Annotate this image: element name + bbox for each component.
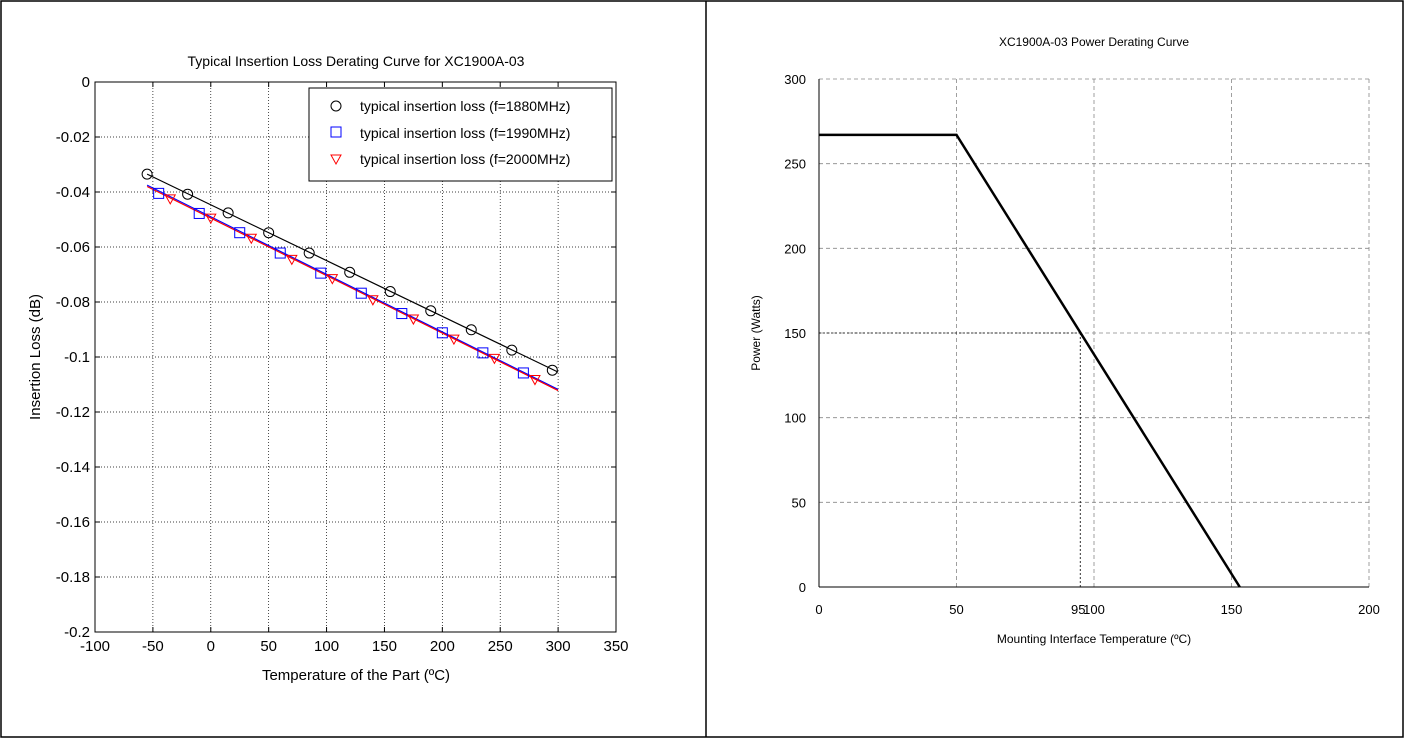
data-point-square bbox=[396, 308, 408, 320]
x-tick-label: 0 bbox=[815, 602, 822, 617]
data-point-triangle bbox=[285, 254, 298, 266]
data-point-circle bbox=[222, 207, 234, 219]
y-tick-label: 0 bbox=[799, 580, 806, 595]
x-axis-label: Temperature of the Part (ºC) bbox=[262, 667, 450, 684]
data-point-triangle bbox=[529, 375, 541, 386]
data-point-triangle bbox=[204, 213, 217, 225]
y-axis-label: Insertion Loss (dB) bbox=[27, 294, 44, 420]
y-tick-label: -0.18 bbox=[56, 569, 90, 586]
x-axis-label: Mounting Interface Temperature (ºC) bbox=[997, 632, 1191, 646]
data-point-circle bbox=[303, 247, 315, 259]
data-point-square bbox=[315, 267, 327, 279]
y-tick-label: 150 bbox=[784, 326, 806, 341]
data-point-square bbox=[436, 327, 448, 339]
legend-marker-circle bbox=[330, 100, 342, 112]
y-tick-label: -0.12 bbox=[56, 404, 90, 421]
fit-line bbox=[146, 173, 559, 373]
y-tick-label: 0 bbox=[82, 74, 90, 91]
x-tick-label: 300 bbox=[546, 638, 571, 655]
x-tick-label: 100 bbox=[1083, 602, 1105, 617]
data-point-circle bbox=[465, 324, 477, 336]
axis-ticks: 0 50 100 150 200 0 50 100 150 200 250 300 95 bbox=[784, 72, 1380, 617]
data-point-square bbox=[517, 367, 529, 379]
x-tick-label: 250 bbox=[488, 638, 513, 655]
y-tick-label: 300 bbox=[784, 72, 806, 87]
y-tick-label: 50 bbox=[792, 495, 806, 510]
x-tick-label: -50 bbox=[142, 638, 164, 655]
fit-lines bbox=[146, 173, 559, 392]
fit-line bbox=[146, 185, 559, 392]
x-tick-label: 200 bbox=[430, 638, 455, 655]
data-point-circle bbox=[263, 227, 275, 239]
data-point-triangle bbox=[245, 233, 258, 245]
x-tick-label: -100 bbox=[80, 638, 110, 655]
data-point-circle bbox=[425, 305, 437, 317]
x-tick-label: 150 bbox=[1221, 602, 1243, 617]
annotation-tick-label: 95 bbox=[1071, 602, 1085, 617]
data-point-triangle bbox=[326, 274, 339, 285]
x-tick-label: 0 bbox=[207, 638, 215, 655]
data-point-square bbox=[234, 227, 246, 239]
y-tick-label: -0.2 bbox=[64, 624, 90, 641]
y-tick-label: 100 bbox=[784, 411, 806, 426]
legend-label-2000: typical insertion loss (f=2000MHz) bbox=[360, 151, 570, 167]
power-derating-chart: XC1900A-03 Power Derating Curve 0 50 100 15… bbox=[749, 35, 1380, 646]
x-tick-label: 50 bbox=[949, 602, 963, 617]
y-tick-label: -0.16 bbox=[56, 514, 90, 531]
data-point-circle bbox=[344, 266, 356, 278]
x-tick-label: 200 bbox=[1358, 602, 1380, 617]
chart-title: Typical Insertion Loss Derating Curve fo… bbox=[188, 53, 525, 69]
legend-box bbox=[308, 87, 613, 182]
y-tick-label: 250 bbox=[784, 157, 806, 172]
data-point-circle bbox=[384, 286, 396, 298]
data-point-circle bbox=[182, 188, 194, 200]
x-tick-label: 50 bbox=[260, 638, 277, 655]
data-point-triangle bbox=[448, 334, 460, 346]
y-tick-label: -0.14 bbox=[56, 459, 90, 476]
data-point-circle bbox=[506, 344, 518, 356]
chart-title: XC1900A-03 Power Derating Curve bbox=[999, 35, 1189, 49]
legend-label-1880: typical insertion loss (f=1880MHz) bbox=[360, 98, 570, 114]
data-point-square bbox=[477, 347, 489, 359]
legend-marker-square bbox=[330, 126, 342, 138]
y-tick-label: -0.04 bbox=[56, 184, 90, 201]
x-tick-label: 350 bbox=[603, 638, 628, 655]
y-tick-label: -0.08 bbox=[56, 294, 90, 311]
data-point-triangle bbox=[367, 295, 379, 306]
y-tick-label: 200 bbox=[784, 241, 806, 256]
x-tick-label: 150 bbox=[372, 638, 397, 655]
legend-label-1990: typical insertion loss (f=1990MHz) bbox=[360, 125, 570, 141]
data-point-square bbox=[153, 187, 165, 199]
y-axis-label: Power (Watts) bbox=[749, 295, 763, 371]
axis-ticks: -100 -50 0 50 100 150 200 250 300 350 0 -0.02 -0.04 -… bbox=[56, 74, 629, 655]
data-point-square bbox=[355, 287, 367, 299]
derating-line bbox=[819, 133, 1241, 588]
y-tick-label: -0.06 bbox=[56, 239, 90, 256]
data-point-square bbox=[274, 247, 286, 259]
insertion-loss-chart: Typical Insertion Loss Derating Curve fo… bbox=[27, 53, 629, 684]
data-point-triangle bbox=[164, 194, 177, 205]
data-point-circle bbox=[546, 364, 558, 376]
data-point-square bbox=[193, 207, 205, 219]
data-point-circle bbox=[141, 168, 153, 180]
data-markers bbox=[141, 168, 558, 386]
y-tick-label: -0.1 bbox=[64, 349, 90, 366]
data-point-triangle bbox=[488, 353, 501, 365]
y-tick-label: -0.02 bbox=[56, 129, 90, 146]
legend: typical insertion loss (f=1880MHz) typic… bbox=[308, 87, 613, 182]
grid bbox=[818, 78, 1370, 588]
x-tick-label: 100 bbox=[314, 638, 339, 655]
legend-marker-triangle bbox=[330, 154, 342, 166]
derating-line bbox=[819, 133, 1241, 588]
data-point-triangle bbox=[407, 314, 420, 326]
